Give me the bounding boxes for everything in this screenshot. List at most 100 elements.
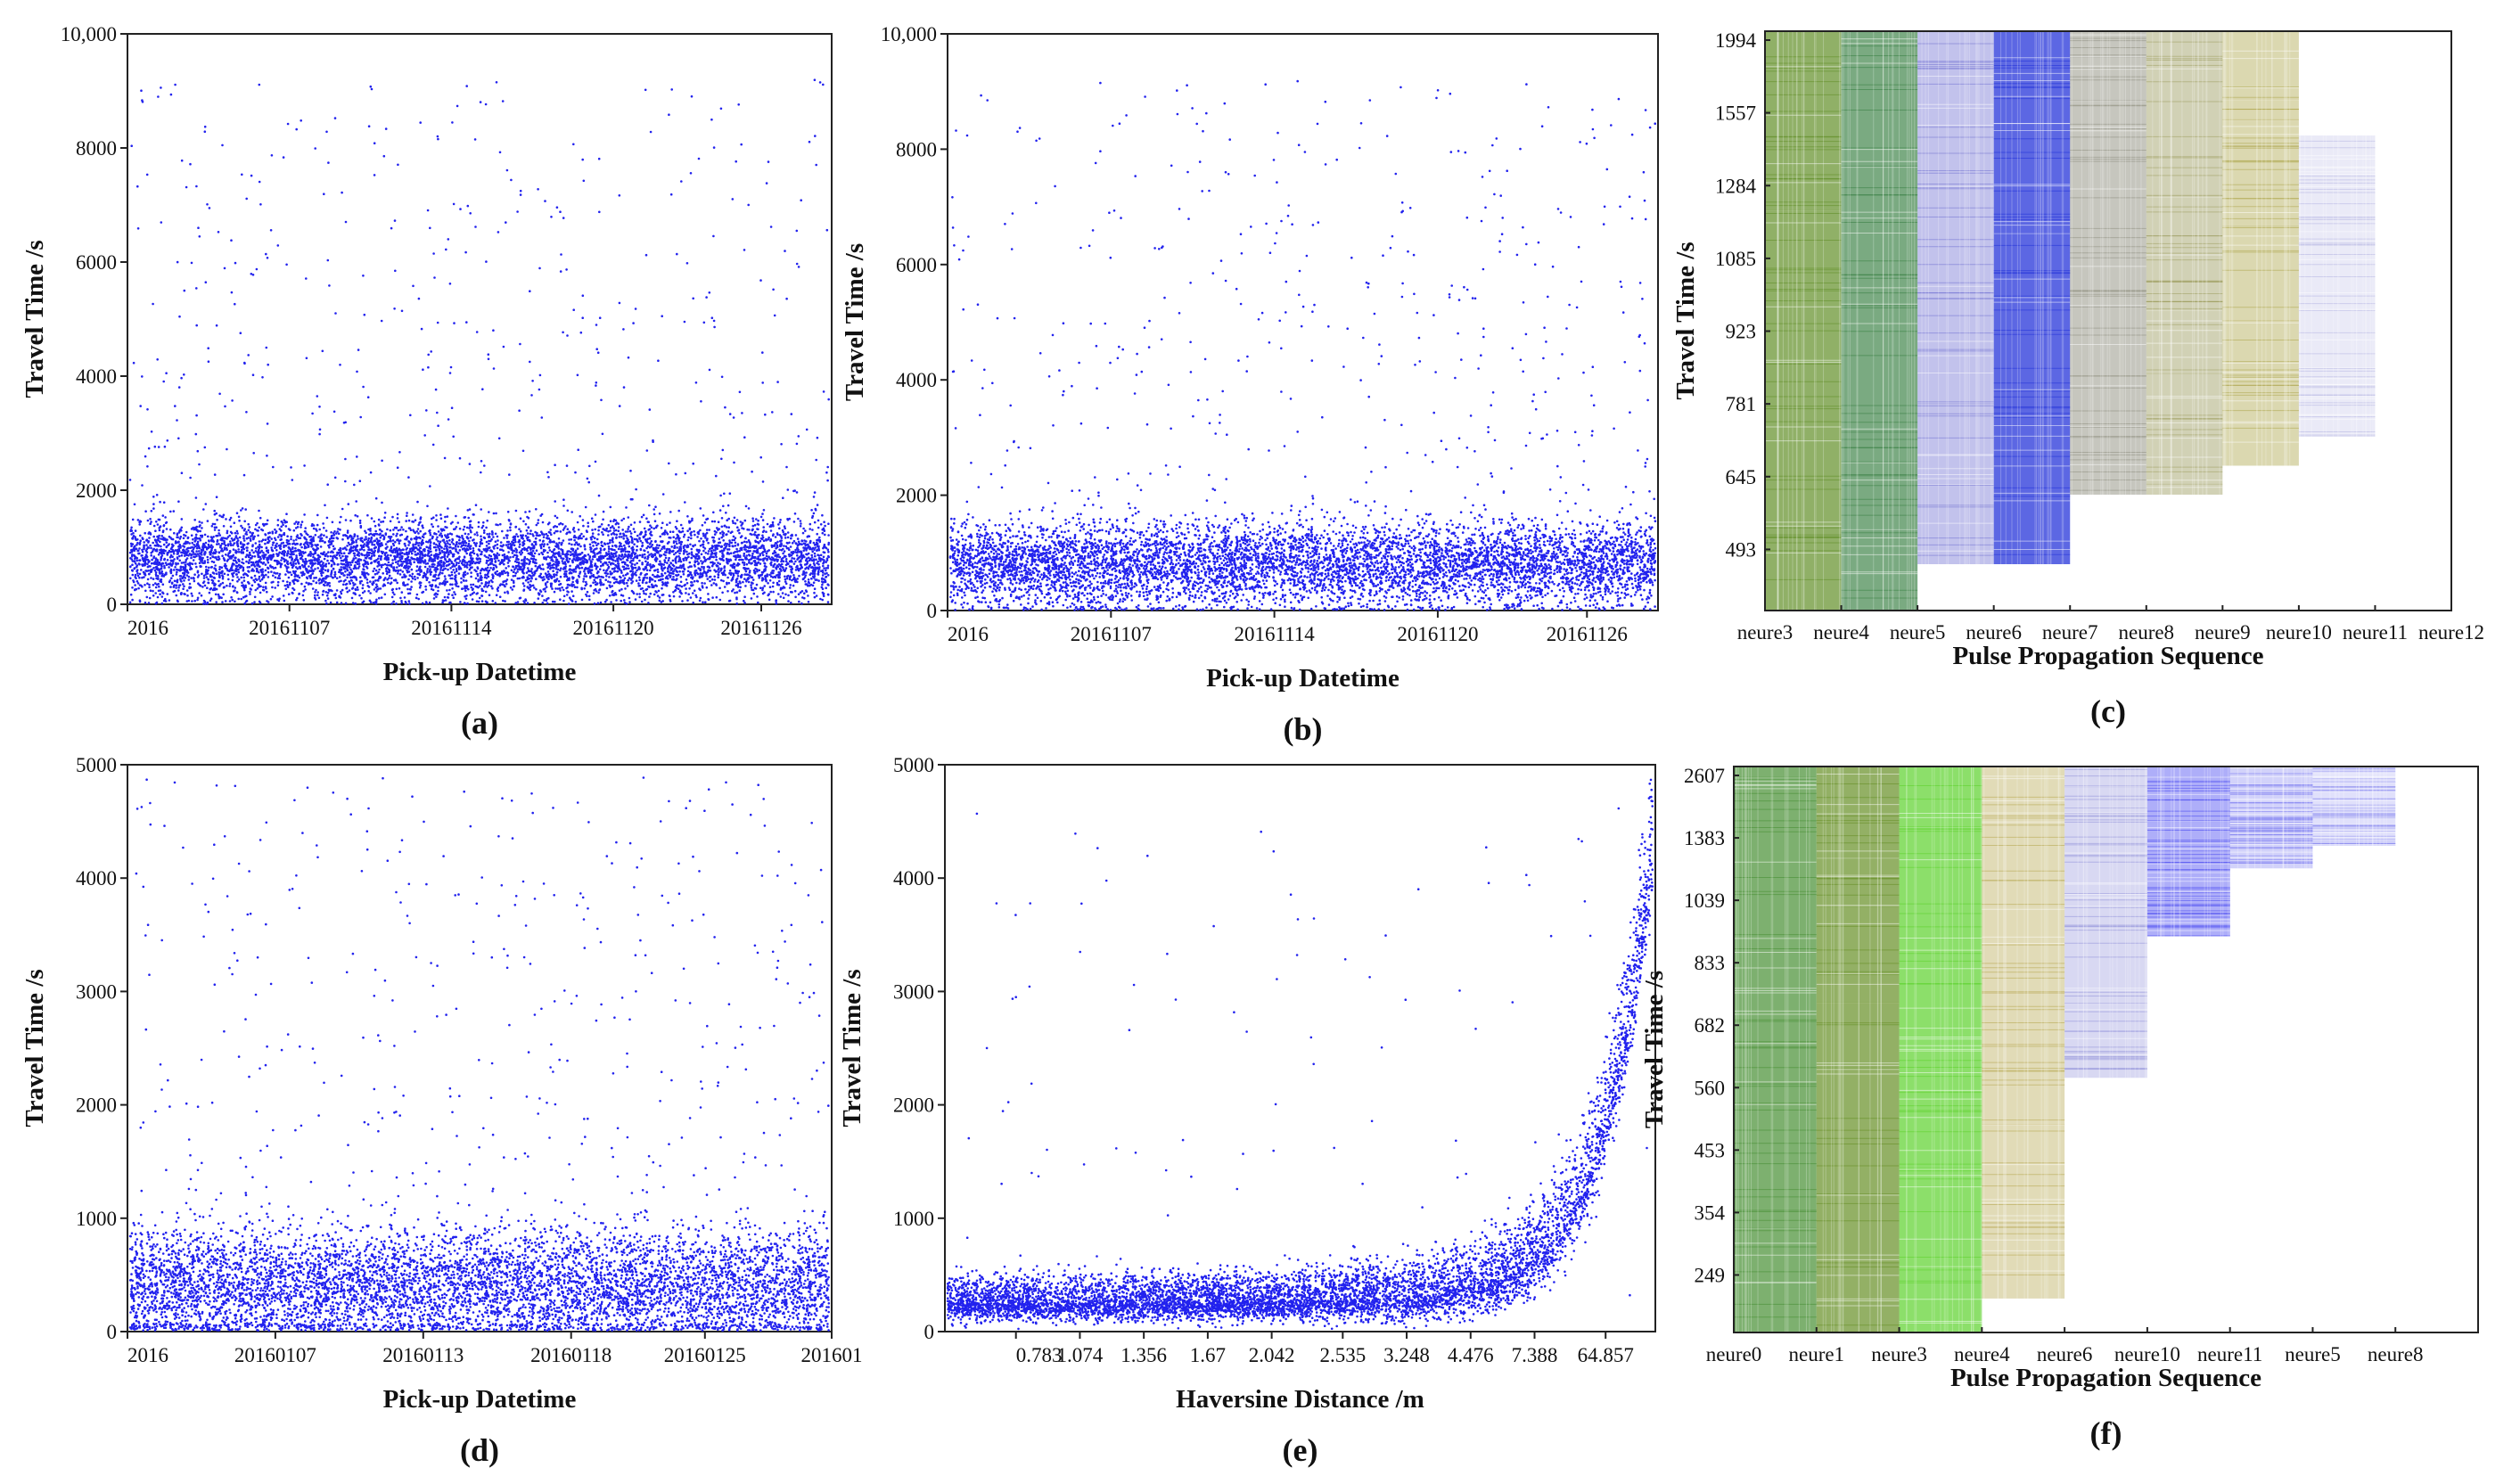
data-point xyxy=(476,566,479,569)
data-point xyxy=(759,586,762,589)
data-point xyxy=(683,584,685,587)
data-point xyxy=(304,527,308,529)
data-point xyxy=(258,540,261,543)
data-point xyxy=(818,536,821,539)
data-point xyxy=(562,557,564,561)
data-point xyxy=(314,534,317,537)
data-point xyxy=(602,518,604,521)
data-point xyxy=(141,550,144,553)
data-point xyxy=(134,529,137,532)
data-point xyxy=(261,554,264,557)
data-point xyxy=(398,542,401,545)
data-point xyxy=(357,562,361,565)
data-point xyxy=(822,571,825,574)
data-point xyxy=(826,593,830,596)
data-point xyxy=(521,582,525,585)
data-point xyxy=(743,249,746,251)
data-point xyxy=(697,157,701,160)
data-point xyxy=(341,588,344,592)
data-point xyxy=(303,464,306,467)
data-point xyxy=(675,540,677,543)
data-point xyxy=(285,521,289,523)
data-point xyxy=(291,479,294,481)
data-point xyxy=(589,545,592,549)
data-point xyxy=(753,550,757,553)
data-point xyxy=(594,587,597,591)
data-point xyxy=(584,572,587,575)
data-point xyxy=(418,568,421,570)
data-point xyxy=(573,543,577,546)
data-point xyxy=(351,546,355,549)
data-point xyxy=(732,535,735,538)
data-point xyxy=(445,248,447,251)
data-point xyxy=(358,521,362,525)
data-point xyxy=(792,584,795,587)
data-point xyxy=(540,543,544,545)
data-point xyxy=(542,568,545,570)
data-point xyxy=(408,574,412,578)
data-point xyxy=(432,252,435,255)
data-point xyxy=(825,576,827,578)
data-point xyxy=(778,521,782,524)
data-point xyxy=(150,562,153,565)
data-point xyxy=(794,560,797,563)
data-point xyxy=(588,543,592,546)
data-point xyxy=(133,567,136,570)
data-point xyxy=(805,540,808,543)
data-point xyxy=(629,570,633,573)
data-point xyxy=(235,512,239,514)
data-point xyxy=(538,388,541,391)
data-point xyxy=(278,577,282,580)
data-point xyxy=(638,521,642,523)
data-point xyxy=(792,562,796,565)
data-point xyxy=(582,580,585,583)
data-point xyxy=(703,560,707,562)
data-point xyxy=(328,581,331,585)
data-point xyxy=(442,538,446,542)
data-point xyxy=(494,532,497,536)
data-point xyxy=(678,552,681,555)
data-point xyxy=(444,515,447,519)
data-point xyxy=(704,601,707,603)
data-point xyxy=(186,594,189,597)
data-point xyxy=(687,593,690,595)
data-point xyxy=(643,527,646,530)
data-point xyxy=(465,321,468,324)
data-point xyxy=(622,561,625,563)
data-point xyxy=(433,276,436,279)
data-point xyxy=(160,545,162,548)
data-point xyxy=(227,555,231,558)
data-point xyxy=(198,463,201,466)
data-point xyxy=(202,603,205,605)
data-point xyxy=(798,574,800,578)
data-point xyxy=(547,564,551,568)
data-point xyxy=(712,234,715,238)
data-point xyxy=(421,551,423,554)
data-point xyxy=(337,552,340,555)
data-point xyxy=(821,574,825,577)
data-point xyxy=(580,566,584,570)
data-point xyxy=(318,428,322,431)
data-point xyxy=(503,562,505,566)
data-point xyxy=(504,591,506,594)
data-point xyxy=(332,410,336,414)
data-point xyxy=(593,578,595,581)
data-point xyxy=(636,593,638,595)
data-point xyxy=(423,434,427,437)
data-point xyxy=(397,569,400,572)
data-point xyxy=(637,568,640,570)
data-point xyxy=(475,531,479,534)
data-point xyxy=(675,527,678,530)
data-point xyxy=(628,577,631,579)
data-point xyxy=(363,313,366,316)
data-point xyxy=(462,528,465,531)
data-point xyxy=(694,574,697,577)
data-point xyxy=(221,601,224,603)
data-point xyxy=(571,580,574,584)
data-point xyxy=(329,551,332,553)
data-point xyxy=(197,226,200,229)
data-point xyxy=(237,551,241,553)
data-point xyxy=(283,531,286,535)
data-point xyxy=(616,570,619,573)
data-point xyxy=(814,135,817,137)
